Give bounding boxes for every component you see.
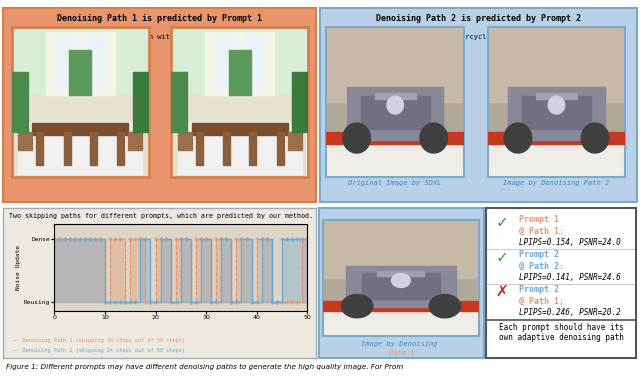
X-axis label: Image by Denoising Path 2: Image by Denoising Path 2 bbox=[503, 180, 610, 186]
Bar bbox=[346, 266, 456, 307]
Bar bbox=[488, 132, 625, 144]
Bar bbox=[19, 132, 32, 150]
Bar bbox=[228, 50, 251, 95]
Circle shape bbox=[504, 123, 532, 153]
Text: @ Path 1:: @ Path 1: bbox=[519, 227, 564, 236]
Text: @ Path 2:: @ Path 2: bbox=[519, 262, 564, 271]
Bar bbox=[362, 273, 440, 299]
Text: –· Denoising Path 1 (skipping 30 steps out of 50 steps): –· Denoising Path 1 (skipping 30 steps o… bbox=[13, 338, 184, 343]
Bar bbox=[326, 27, 464, 102]
Bar bbox=[323, 304, 479, 336]
Text: @ Path 1;: @ Path 1; bbox=[519, 297, 564, 306]
Bar bbox=[374, 93, 416, 99]
Bar bbox=[36, 132, 43, 165]
Bar bbox=[83, 35, 104, 87]
Bar bbox=[326, 135, 464, 177]
X-axis label: Original Image by SDXL: Original Image by SDXL bbox=[348, 180, 442, 186]
Text: (Prompt 2: The shiny motorcycle has been put on display): (Prompt 2: The shiny motorcycle has been… bbox=[360, 33, 597, 40]
Bar bbox=[12, 95, 149, 177]
Bar bbox=[64, 132, 70, 165]
Bar bbox=[361, 96, 429, 129]
Text: Prompt 2: Prompt 2 bbox=[519, 285, 559, 294]
Text: Image by Denoising: Image by Denoising bbox=[361, 342, 442, 347]
Text: ✓: ✓ bbox=[495, 215, 508, 230]
Bar bbox=[323, 301, 479, 311]
Text: LPIPS=0.154, PSNR=24.0: LPIPS=0.154, PSNR=24.0 bbox=[519, 238, 621, 247]
Circle shape bbox=[343, 123, 371, 153]
Text: Denoising Path 2 is predicted by Prompt 2: Denoising Path 2 is predicted by Prompt … bbox=[376, 14, 581, 23]
Text: (Prompt 1: A dining room with some plants are seen): (Prompt 1: A dining room with some plant… bbox=[51, 33, 268, 40]
Circle shape bbox=[581, 123, 609, 153]
Text: Prompt 1: Prompt 1 bbox=[519, 215, 559, 224]
Bar bbox=[488, 27, 625, 102]
Bar bbox=[277, 132, 284, 165]
Bar bbox=[323, 220, 479, 278]
Bar bbox=[19, 122, 142, 174]
Bar bbox=[178, 122, 301, 174]
Bar bbox=[205, 32, 274, 95]
Bar bbox=[292, 72, 308, 132]
Bar bbox=[250, 132, 256, 165]
Text: –· Denoising Path 2 (skipping 24 steps out of 50 steps): –· Denoising Path 2 (skipping 24 steps o… bbox=[13, 349, 184, 353]
Text: Two skipping paths for different prompts, which are predicted by our method.: Two skipping paths for different prompts… bbox=[10, 213, 314, 219]
Bar bbox=[288, 132, 301, 150]
Bar bbox=[508, 87, 605, 140]
Text: ✗: ✗ bbox=[495, 285, 508, 300]
Bar bbox=[171, 95, 308, 177]
Bar bbox=[129, 132, 142, 150]
Bar bbox=[347, 87, 444, 140]
Text: ✓: ✓ bbox=[495, 250, 508, 265]
Y-axis label: Noise Update: Noise Update bbox=[16, 245, 21, 290]
Bar bbox=[90, 132, 97, 165]
Text: Path 1: Path 1 bbox=[388, 350, 414, 356]
Bar bbox=[12, 27, 149, 95]
Bar bbox=[215, 35, 236, 87]
X-axis label: Original Image by SDXL: Original Image by SDXL bbox=[33, 180, 127, 186]
Text: Prompt 2: Prompt 2 bbox=[519, 250, 559, 259]
Text: Each prompt should have its
own adaptive denoising path: Each prompt should have its own adaptive… bbox=[499, 323, 623, 342]
Bar bbox=[12, 72, 28, 132]
Bar bbox=[243, 35, 263, 87]
Bar bbox=[132, 72, 149, 132]
Bar bbox=[536, 93, 577, 99]
Bar bbox=[378, 271, 424, 276]
Bar bbox=[196, 132, 202, 165]
Bar bbox=[118, 132, 124, 165]
Circle shape bbox=[548, 96, 564, 114]
X-axis label: Image by Denoising Path 1: Image by Denoising Path 1 bbox=[186, 180, 293, 186]
Bar bbox=[178, 132, 191, 150]
Circle shape bbox=[429, 294, 461, 318]
Bar bbox=[171, 72, 188, 132]
Bar bbox=[32, 123, 129, 135]
Bar bbox=[326, 132, 464, 144]
Text: Figure 1: Different prompts may have different denoising paths to generate the h: Figure 1: Different prompts may have dif… bbox=[6, 364, 404, 370]
Circle shape bbox=[387, 96, 403, 114]
Circle shape bbox=[341, 294, 372, 318]
Text: Steps: Steps bbox=[317, 310, 336, 315]
Bar bbox=[171, 27, 308, 95]
Bar bbox=[488, 135, 625, 177]
Bar bbox=[191, 123, 288, 135]
Text: Denoising Path 1 is predicted by Prompt 1: Denoising Path 1 is predicted by Prompt … bbox=[57, 14, 262, 23]
Bar bbox=[69, 50, 92, 95]
Bar bbox=[46, 32, 115, 95]
Bar bbox=[56, 35, 76, 87]
Text: LPIPS=0.141, PSNR=24.6: LPIPS=0.141, PSNR=24.6 bbox=[519, 273, 621, 282]
Text: LPIPS=0.246, PSNR=20.2: LPIPS=0.246, PSNR=20.2 bbox=[519, 308, 621, 317]
Bar bbox=[223, 132, 230, 165]
Bar bbox=[522, 96, 591, 129]
Circle shape bbox=[392, 273, 410, 287]
Circle shape bbox=[420, 123, 447, 153]
